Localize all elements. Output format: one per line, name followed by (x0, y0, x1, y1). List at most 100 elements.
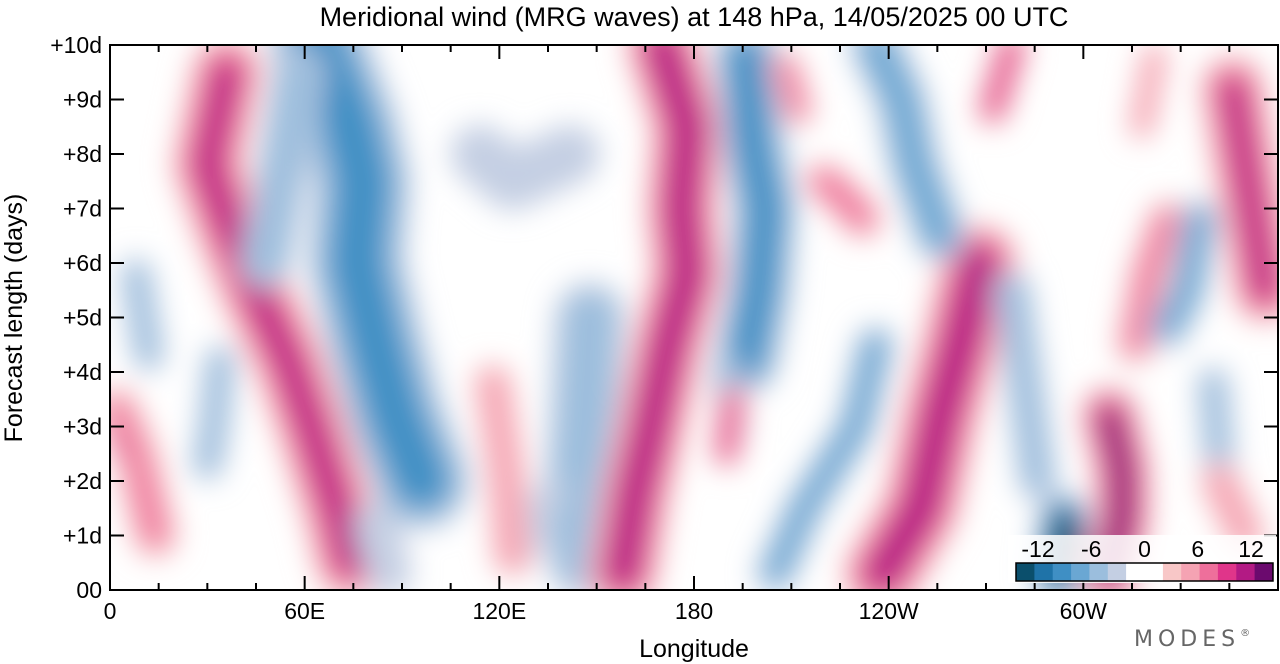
wind-band-5-level-5 (303, 45, 436, 495)
colorbar-label: 6 (1191, 536, 1204, 562)
colorbar-cell (1089, 563, 1109, 581)
wind-band-22 (992, 270, 1058, 501)
wind-band-9 (541, 281, 626, 590)
colorbar-cell (1052, 563, 1072, 581)
colorbar-label: 0 (1138, 536, 1151, 562)
wind-band-6 (239, 46, 325, 289)
wind-band-20-level-4 (866, 45, 950, 245)
colorbar-cell (1034, 563, 1054, 581)
wind-band-30 (1200, 461, 1266, 555)
wind-band-2 (119, 257, 166, 372)
wind-band-7 (353, 501, 412, 590)
wind-band-18-level-3 (777, 59, 805, 118)
colorbar: -12 -6 0 6 12 (1008, 535, 1276, 583)
y-tick-label: 00 (76, 577, 102, 603)
wind-band-18 (768, 50, 814, 127)
wind-band-5 (268, 45, 471, 530)
colorbar-cell (1254, 563, 1274, 581)
wind-band-25 (1115, 199, 1188, 365)
y-axis-label: Forecast length (days) (0, 194, 28, 443)
colorbar-cell (1217, 563, 1237, 581)
y-tick-label: +7d (63, 196, 102, 222)
y-tick-label: +8d (63, 141, 102, 167)
x-tick-label: 120E (472, 598, 526, 624)
x-tick-label: 180 (675, 598, 713, 624)
wind-band-29-level-3 (1135, 50, 1161, 133)
wind-band-16 (755, 325, 896, 590)
modes-watermark: MODES® (1134, 627, 1255, 652)
wind-band-3-level-5 (197, 62, 361, 573)
watermark-text: MODES (1134, 627, 1240, 652)
x-tick-label: 60W (1060, 598, 1108, 624)
y-tick-label: +10d (50, 32, 102, 58)
colorbar-cell (1107, 563, 1127, 581)
colorbar-cell (1071, 563, 1090, 581)
y-tick-label: +1d (63, 523, 102, 549)
watermark-registered-mark: ® (1240, 628, 1255, 639)
y-tick-label: +5d (63, 305, 102, 331)
wind-band-17 (804, 161, 883, 239)
colorbar-cell (1126, 563, 1145, 581)
wind-band-15 (711, 384, 748, 469)
wind-band-25-level-3 (1126, 210, 1177, 354)
wind-band-12-level-6 (613, 45, 697, 583)
colorbar-cell (1016, 563, 1035, 581)
wind-band-1 (110, 422, 140, 469)
wind-band-26-level-5 (1223, 79, 1275, 300)
wind-band-1-level-5 (113, 429, 133, 462)
colorbar-label: 12 (1238, 536, 1264, 562)
wind-band-15-level-5 (722, 395, 738, 458)
y-axis: 00 +1d +2d +3d +4d +5d +6d +7d +8d +9d +10d (50, 32, 1278, 603)
wind-band-11-level-3 (484, 374, 521, 566)
x-axis-label: Longitude (639, 635, 749, 663)
y-tick-label: +9d (63, 87, 102, 113)
wind-band-29 (1128, 45, 1168, 140)
colorbar-labels: -12 -6 0 6 12 (1021, 536, 1263, 562)
y-tick-label: +2d (63, 468, 102, 494)
colorbar-outline (1015, 562, 1274, 582)
wind-band-19-level-6 (872, 253, 989, 584)
wind-band-7-level-2 (362, 510, 403, 588)
y-tick-label: +4d (63, 359, 102, 385)
wind-band-4 (191, 344, 237, 481)
y-tick-label: +3d (63, 414, 102, 440)
wind-band-13-level-5 (736, 46, 775, 371)
colorbar-cells (1015, 562, 1274, 582)
wind-band-21-level-5 (987, 45, 1017, 116)
wind-band-28-level-3 (1205, 375, 1227, 472)
wind-band-26 (1200, 56, 1278, 323)
colorbar-cell (1144, 563, 1164, 581)
wind-band-28 (1196, 366, 1236, 481)
wind-band-27 (1148, 199, 1220, 348)
x-axis: 0 60E 120E 180 120W 60W (104, 45, 1279, 624)
plot-area (110, 45, 1278, 590)
wind-band-20 (849, 45, 967, 262)
colorbar-cell (1236, 563, 1256, 581)
wind-band-9-level-3 (561, 301, 607, 579)
wind-band-17-level-4 (817, 174, 870, 227)
wind-band-8 (450, 124, 600, 211)
wind-band-3 (171, 45, 386, 590)
colorbar-cell (1199, 563, 1219, 581)
wind-band-16-level-4 (768, 338, 883, 581)
wind-band-12 (586, 45, 724, 590)
wind-field (110, 45, 1278, 590)
wind-band-21 (976, 45, 1029, 127)
x-tick-label: 120W (859, 598, 919, 624)
colorbar-cell (1181, 563, 1201, 581)
wind-band-13 (713, 45, 798, 394)
wind-band-6-level-3 (254, 60, 310, 275)
wind-band-19 (843, 224, 1019, 590)
colorbar-label: -12 (1021, 536, 1054, 562)
wind-band-27-level-4 (1160, 212, 1207, 336)
wind-band-4-level-3 (200, 353, 228, 472)
colorbar-label: -6 (1081, 536, 1101, 562)
wind-band-11 (473, 363, 532, 577)
wind-band-8-level-2 (461, 136, 589, 200)
chart-title: Meridional wind (MRG waves) at 148 hPa, … (320, 2, 1069, 32)
wind-band-30-level-3 (1210, 472, 1255, 545)
colorbar-cell (1162, 563, 1182, 581)
x-tick-label: 60E (284, 598, 325, 624)
wind-band-22-level-3 (1003, 281, 1047, 490)
